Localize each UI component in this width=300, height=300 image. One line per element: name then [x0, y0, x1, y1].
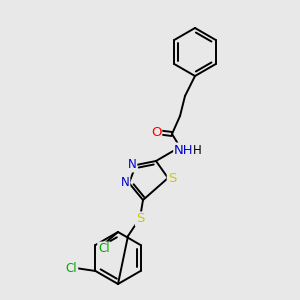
Text: NH: NH [174, 143, 194, 157]
Text: Cl: Cl [66, 262, 77, 275]
Text: O: O [151, 125, 161, 139]
Text: H: H [193, 143, 201, 157]
Text: N: N [121, 176, 129, 190]
Text: S: S [136, 212, 144, 226]
Text: Cl: Cl [98, 242, 110, 256]
Text: S: S [168, 172, 176, 184]
Text: N: N [128, 158, 136, 172]
